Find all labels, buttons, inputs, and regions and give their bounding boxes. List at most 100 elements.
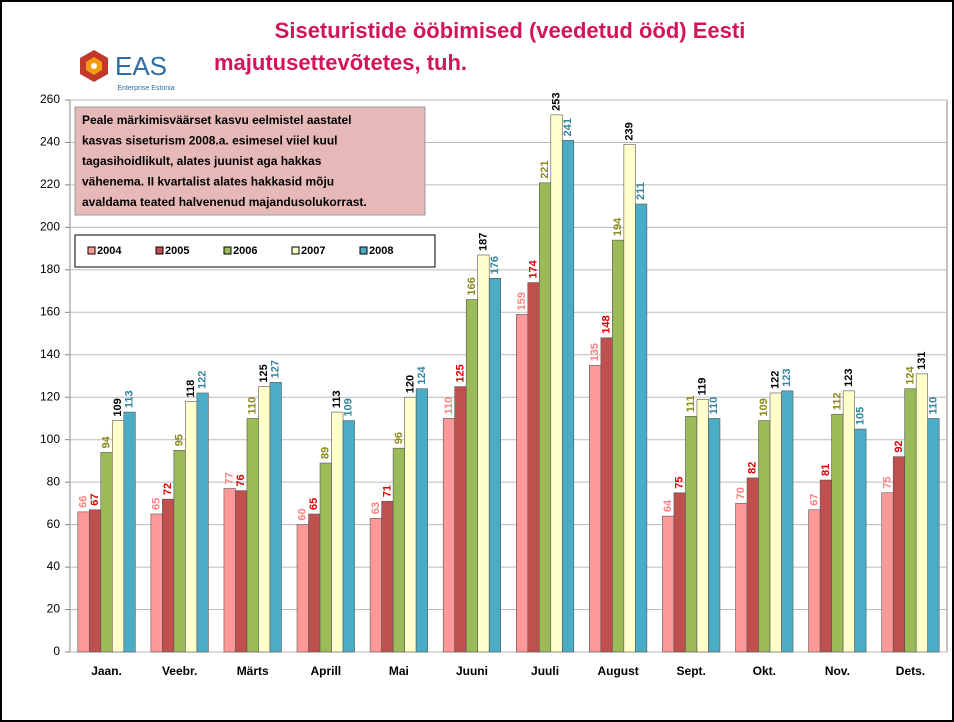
y-tick-label: 240 <box>40 135 60 149</box>
legend-swatch <box>359 246 368 255</box>
chart-title: majutusettevõtetes, tuh. <box>214 50 467 75</box>
bar <box>246 418 259 653</box>
value-label: 65 <box>151 498 163 510</box>
x-tick-label: Sept. <box>677 664 706 678</box>
bar <box>173 450 186 653</box>
value-label: 166 <box>466 277 478 295</box>
bar <box>623 144 636 653</box>
bar <box>600 337 613 653</box>
value-label: 241 <box>562 118 574 136</box>
y-tick-label: 200 <box>40 220 60 234</box>
value-label: 112 <box>831 392 843 410</box>
value-label: 111 <box>685 395 697 412</box>
value-label: 159 <box>516 292 528 310</box>
y-tick-label: 260 <box>40 92 60 106</box>
value-label: 109 <box>758 398 770 416</box>
bar <box>685 416 698 653</box>
bar <box>477 254 490 653</box>
value-label: 95 <box>174 434 186 446</box>
x-tick-label: Märts <box>237 664 269 678</box>
bar <box>561 140 575 653</box>
value-label: 123 <box>843 369 855 387</box>
y-tick-label: 140 <box>40 347 60 361</box>
bar <box>819 479 832 653</box>
value-label: 119 <box>697 378 709 396</box>
value-label: 110 <box>708 397 720 415</box>
legend-swatch <box>87 246 96 255</box>
annotation-text: avaldama teated halvenenud majandusoluko… <box>82 195 367 209</box>
bar <box>235 490 248 653</box>
y-tick-label: 60 <box>47 517 61 531</box>
value-label: 71 <box>381 485 393 497</box>
bar <box>758 420 771 653</box>
x-tick-label: Nov. <box>825 664 850 678</box>
bar <box>915 373 929 653</box>
value-label: 89 <box>320 447 332 459</box>
value-label: 113 <box>123 390 135 408</box>
bar <box>296 524 309 653</box>
value-label: 77 <box>224 472 236 484</box>
value-label: 211 <box>635 182 647 200</box>
value-label: 105 <box>854 407 866 425</box>
value-label: 92 <box>893 440 905 452</box>
legend-label: 2005 <box>165 245 189 257</box>
legend-swatch <box>155 246 164 255</box>
value-label: 253 <box>550 93 562 111</box>
value-label: 109 <box>343 398 355 416</box>
bar <box>854 428 867 653</box>
annotation-text: kasvas siseturism 2008.a. esimesel viiel… <box>82 134 338 148</box>
y-tick-label: 40 <box>47 559 61 573</box>
bar <box>527 282 540 653</box>
bar <box>589 365 602 653</box>
value-label: 122 <box>770 371 782 389</box>
y-tick-label: 160 <box>40 304 60 318</box>
value-label: 148 <box>601 315 613 333</box>
value-label: 109 <box>112 398 124 416</box>
bar <box>515 314 529 653</box>
bar <box>185 401 198 653</box>
bar <box>612 239 625 653</box>
value-label: 127 <box>270 360 282 378</box>
bar <box>319 462 332 653</box>
bar <box>162 498 175 653</box>
chart-title: Siseturistide ööbimised (veedetud ööd) E… <box>275 18 746 43</box>
value-label: 66 <box>77 496 89 508</box>
bar <box>150 513 163 653</box>
value-label: 81 <box>820 464 832 476</box>
annotation-text: tagasihoidlikult, alates juunist aga hak… <box>82 154 322 168</box>
value-label: 187 <box>477 233 489 251</box>
legend-label: 2007 <box>301 245 325 257</box>
value-label: 60 <box>297 508 309 520</box>
logo-subtitle: Enterprise Estonia <box>117 85 174 92</box>
value-label: 110 <box>247 397 259 415</box>
y-tick-label: 180 <box>40 262 60 276</box>
value-label: 124 <box>904 366 916 385</box>
bar <box>927 418 940 653</box>
bar <box>404 396 417 653</box>
value-label: 194 <box>612 217 624 236</box>
bar <box>88 509 102 653</box>
value-label: 122 <box>197 371 209 389</box>
bar <box>550 114 563 653</box>
bar <box>746 477 759 653</box>
value-label: 110 <box>927 397 939 415</box>
legend-label: 2008 <box>369 245 393 257</box>
value-label: 110 <box>443 397 455 415</box>
legend-label: 2006 <box>233 245 257 257</box>
value-label: 174 <box>527 259 539 278</box>
legend-swatch <box>223 246 232 255</box>
bar <box>708 418 721 653</box>
x-tick-label: Mai <box>389 664 409 678</box>
value-label: 131 <box>916 352 928 370</box>
x-tick-label: Okt. <box>753 664 776 678</box>
bar <box>392 447 405 653</box>
value-label: 123 <box>781 369 793 387</box>
value-label: 120 <box>404 375 416 393</box>
y-tick-label: 0 <box>53 644 60 658</box>
y-tick-label: 20 <box>47 602 61 616</box>
value-label: 94 <box>100 435 112 448</box>
y-tick-label: 220 <box>40 177 60 191</box>
bar <box>369 517 382 653</box>
bar <box>662 515 675 653</box>
